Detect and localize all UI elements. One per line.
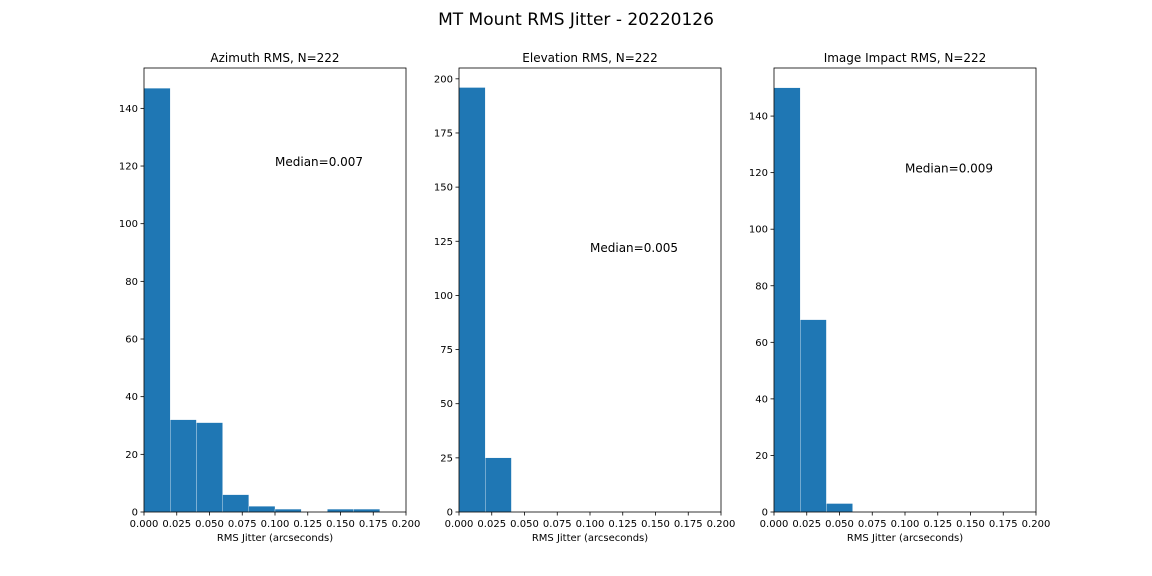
- x-tick-label: 0.075: [858, 519, 887, 530]
- y-tick-label: 80: [125, 277, 138, 288]
- histogram-bars: 19625: [458, 87, 512, 513]
- x-tick-label: 0.025: [792, 519, 821, 530]
- x-tick-label: 0.075: [543, 519, 572, 530]
- figure-title: MT Mount RMS Jitter - 20220126: [438, 10, 714, 30]
- y-tick-label: 80: [755, 281, 768, 292]
- histogram-bar: 6: [222, 494, 249, 513]
- histogram-bar: 196: [458, 87, 486, 513]
- x-tick-label: 0.200: [392, 519, 421, 530]
- y-tick-label: 140: [119, 104, 138, 115]
- axes-frame: [458, 67, 722, 513]
- x-tick-label: 0.150: [641, 519, 670, 530]
- y-tick-label: 60: [125, 335, 138, 346]
- x-tick-label: 0.025: [477, 519, 506, 530]
- subplot-panels: 1473231621110.000 0.025 0.050 0.075 0.100 0.1…: [119, 51, 1050, 544]
- histogram-bar: 68: [800, 319, 827, 513]
- x-tick-label: 0.050: [195, 519, 224, 530]
- histogram-bar: 150: [773, 87, 801, 513]
- histogram-bar: 1: [327, 508, 354, 513]
- histogram-bar: 2: [248, 506, 276, 513]
- y-tick-label: 120: [119, 162, 138, 173]
- x-tick-label: 0.150: [956, 519, 985, 530]
- subplot-title: Image Impact RMS, N=222: [824, 51, 987, 65]
- y-tick-label: 100: [434, 291, 453, 302]
- x-tick-label: 0.175: [674, 519, 703, 530]
- x-tick-label: 0.100: [891, 519, 920, 530]
- x-tick-label: 0.100: [261, 519, 290, 530]
- histogram-bar: 1: [353, 508, 380, 513]
- x-tick-label: 0.025: [162, 519, 191, 530]
- subplot-title: Azimuth RMS, N=222: [210, 51, 339, 65]
- x-tick-label: 0.100: [576, 519, 605, 530]
- y-tick-label: 120: [749, 168, 768, 179]
- median-annotation: Median=0.009: [905, 162, 993, 176]
- x-tick-label: 0.175: [359, 519, 388, 530]
- x-tick-label: 0.175: [989, 519, 1018, 530]
- median-annotation: Median=0.005: [590, 241, 678, 255]
- y-tick-label: 40: [125, 392, 138, 403]
- x-tick-label: 0.125: [293, 519, 322, 530]
- y-tick-label: 125: [434, 237, 453, 248]
- y-tick-label: 150: [434, 183, 453, 194]
- histogram-bars: 150683: [773, 87, 853, 513]
- subplot-2: 196250.000 0.025 0.050 0.075 0.100 0.125 0.150…: [434, 51, 735, 544]
- y-tick-label: 75: [440, 345, 453, 356]
- histogram-bar: 1: [274, 508, 302, 513]
- subplot-1: 1473231621110.000 0.025 0.050 0.075 0.100 0.1…: [119, 51, 420, 544]
- subplot-3: 150683 0.000 0.025 0.050 0.075 0.100 0.125 0.15…: [749, 51, 1050, 544]
- y-tick-label: 40: [755, 394, 768, 405]
- histogram-bar: 31: [196, 422, 223, 513]
- histogram-bar: 32: [170, 419, 197, 513]
- y-tick-label: 20: [125, 450, 138, 461]
- y-tick-label: 0: [447, 508, 453, 519]
- x-axis-label: RMS Jitter (arcseconds): [847, 533, 963, 544]
- x-tick-label: 0.125: [923, 519, 952, 530]
- histogram-bars: 147323162111: [143, 88, 380, 513]
- y-tick-label: 140: [749, 112, 768, 123]
- x-tick-label: 0.200: [707, 519, 736, 530]
- x-tick-label: 0.200: [1022, 519, 1051, 530]
- y-tick-label: 50: [440, 399, 453, 410]
- x-axis-label: RMS Jitter (arcseconds): [217, 533, 333, 544]
- histogram-bar: 25: [485, 457, 512, 513]
- y-tick-label: 175: [434, 128, 453, 139]
- y-tick-label: 0: [762, 508, 768, 519]
- x-tick-label: 0.075: [228, 519, 257, 530]
- x-tick-label: 0.000: [760, 519, 789, 530]
- x-tick-label: 0.000: [130, 519, 159, 530]
- y-tick-label: 0: [132, 508, 138, 519]
- x-tick-label: 0.050: [510, 519, 539, 530]
- x-tick-label: 0.050: [825, 519, 854, 530]
- x-tick-label: 0.125: [608, 519, 637, 530]
- x-tick-label: 0.000: [445, 519, 474, 530]
- x-tick-label: 0.150: [326, 519, 355, 530]
- x-axis-label: RMS Jitter (arcseconds): [532, 533, 648, 544]
- y-tick-label: 100: [749, 225, 768, 236]
- median-annotation: Median=0.007: [275, 155, 363, 169]
- y-tick-label: 25: [440, 453, 453, 464]
- y-tick-label: 20: [755, 451, 768, 462]
- histogram-bar: 147: [143, 88, 171, 513]
- histogram-bar: 3: [826, 503, 853, 513]
- subplot-title: Elevation RMS, N=222: [522, 51, 657, 65]
- y-tick-label: 60: [755, 338, 768, 349]
- y-tick-label: 100: [119, 219, 138, 230]
- y-tick-label: 200: [434, 74, 453, 85]
